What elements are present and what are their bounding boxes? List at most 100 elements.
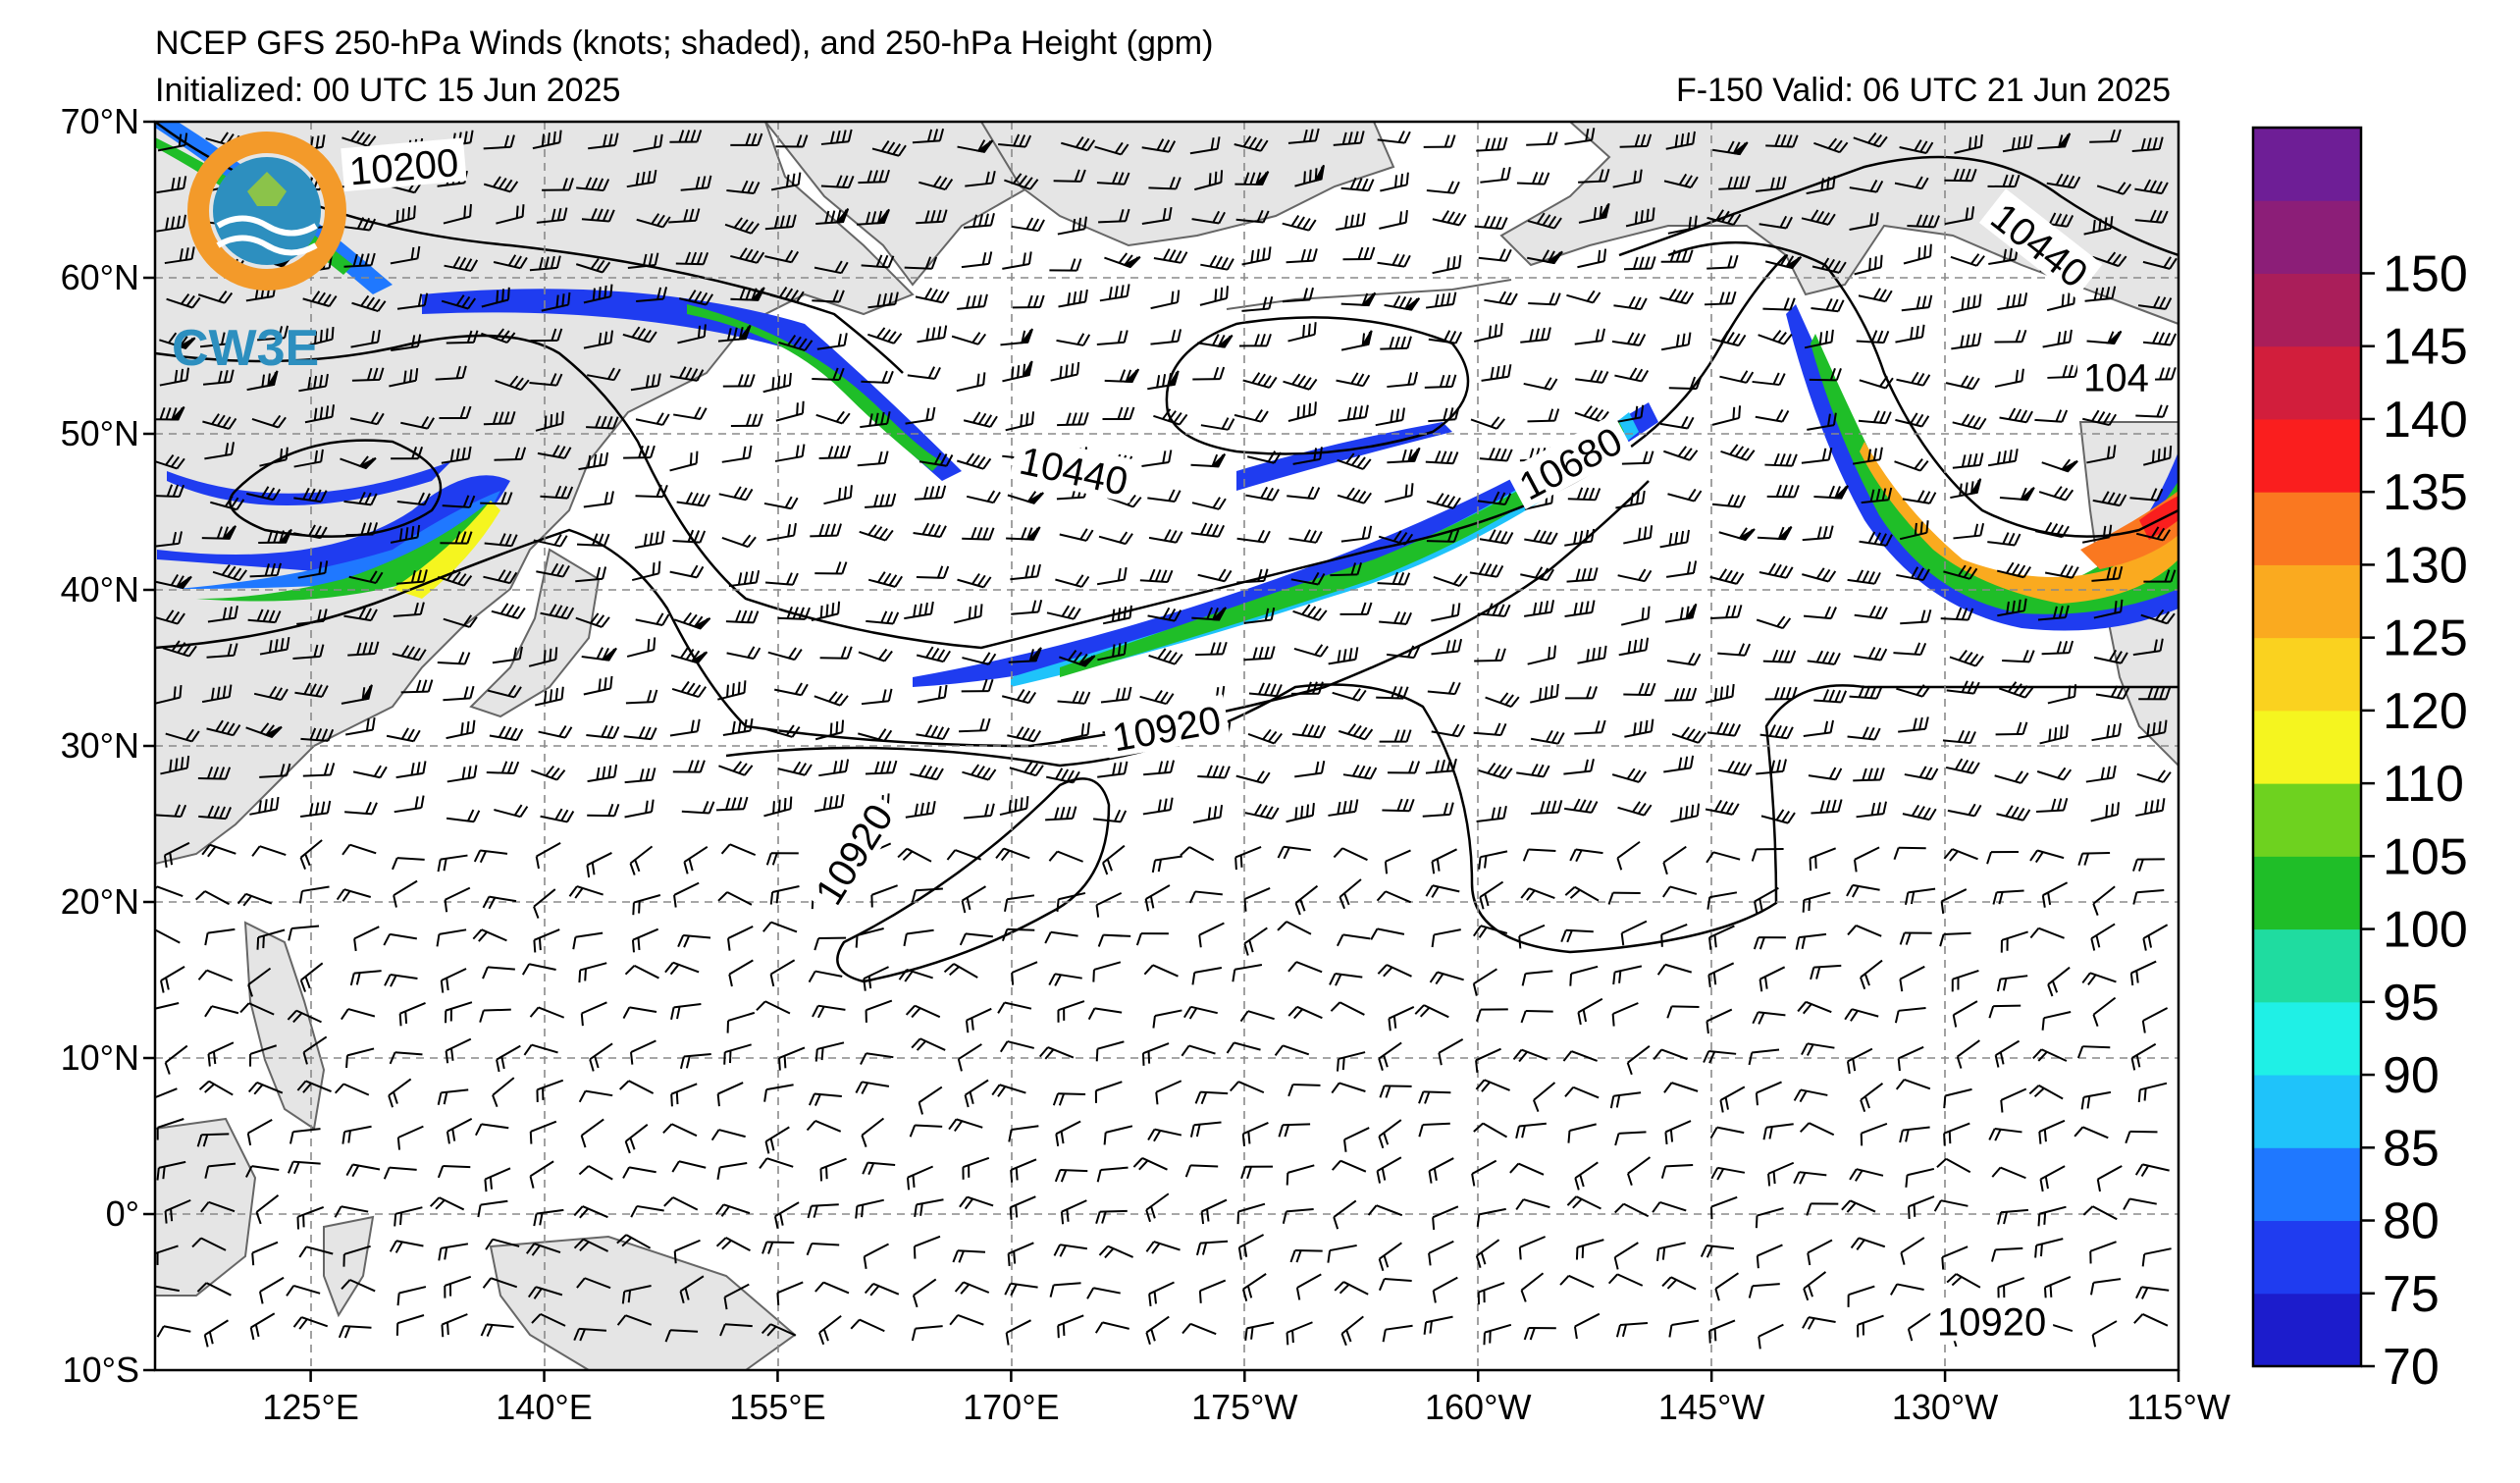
lat-tick-label: 0° xyxy=(106,1193,139,1234)
wind-barb xyxy=(341,843,377,856)
wind-barb xyxy=(1052,1092,1086,1106)
wind-barb xyxy=(390,524,421,544)
wind-barb xyxy=(299,839,323,870)
wind-barb xyxy=(2039,724,2069,745)
wind-barb xyxy=(383,932,417,946)
wind-barb xyxy=(961,251,993,269)
wind-barb xyxy=(1607,1273,1644,1287)
wind-barb xyxy=(943,963,978,979)
wind-barb xyxy=(1748,1283,1780,1298)
wind-barb xyxy=(1295,1273,1322,1300)
wind-barb xyxy=(2090,1278,2122,1296)
wind-barb xyxy=(1286,803,1315,823)
wind-barb xyxy=(2137,295,2173,310)
wind-barb xyxy=(722,374,756,388)
wind-barb xyxy=(1148,529,1183,544)
wind-barb xyxy=(1943,848,1978,862)
wind-barb xyxy=(302,1035,328,1065)
cw3e-logo: CW3E xyxy=(172,132,346,377)
wind-barb xyxy=(442,495,476,508)
sulawesi xyxy=(323,1215,375,1318)
wind-barb xyxy=(576,177,610,192)
wind-barb xyxy=(446,765,478,783)
wind-barb xyxy=(818,759,850,777)
wind-barb xyxy=(392,857,425,871)
wind-barb xyxy=(1613,295,1648,311)
wind-barb xyxy=(2084,286,2117,302)
wind-barb xyxy=(1001,689,1037,705)
wind-barb xyxy=(1010,1158,1037,1183)
wind-barb xyxy=(1663,755,1695,773)
wind-barb xyxy=(541,291,571,312)
wind-barb xyxy=(2074,1126,2109,1139)
wind-barb xyxy=(345,1047,375,1069)
wind-barb xyxy=(1095,1209,1128,1224)
wind-barb xyxy=(673,406,708,420)
wind-barb xyxy=(1012,294,1045,309)
wind-barb xyxy=(296,1206,325,1230)
wind-barb xyxy=(298,1245,334,1258)
wind-barb xyxy=(1577,248,1607,269)
wind-barb xyxy=(1899,139,1934,154)
wind-barb xyxy=(482,1277,518,1289)
wind-barb xyxy=(1194,170,1224,191)
wind-barb xyxy=(762,372,792,394)
wind-barb xyxy=(1700,1245,1735,1258)
wind-barb xyxy=(395,1314,425,1336)
wind-barb xyxy=(341,1008,376,1021)
wind-barb xyxy=(999,796,1029,817)
wind-barb xyxy=(1479,880,1504,910)
wind-barb xyxy=(1147,489,1181,503)
wind-barb xyxy=(1509,1162,1545,1176)
lon-tick-label: 130°W xyxy=(1892,1387,1998,1427)
wind-barb xyxy=(1148,1281,1175,1306)
wind-barb xyxy=(1094,141,1129,156)
wind-barb xyxy=(952,1249,986,1263)
wind-barb xyxy=(1143,760,1176,776)
wind-barb xyxy=(1336,212,1366,231)
wind-barb xyxy=(1753,936,1786,950)
wind-barb xyxy=(1933,1199,1969,1212)
colorbar-tick-label: 110 xyxy=(2383,756,2464,813)
wind-barb xyxy=(1379,729,1412,743)
wind-barb xyxy=(954,1281,990,1295)
wind-barb xyxy=(1942,729,1976,745)
wind-barb xyxy=(400,679,434,694)
wind-barb xyxy=(1797,1000,1832,1015)
wind-barb xyxy=(1096,171,1130,185)
wind-barb xyxy=(918,684,948,704)
wind-barb xyxy=(1060,1199,1087,1225)
wind-barb xyxy=(726,926,754,951)
wind-barb xyxy=(1994,368,2024,388)
wind-barb xyxy=(1414,1004,1449,1019)
wind-barb xyxy=(998,133,1032,148)
wind-barb xyxy=(245,1165,280,1178)
wind-barb xyxy=(1987,449,2019,467)
wind-barb xyxy=(1098,208,1130,224)
wind-barb xyxy=(865,999,893,1023)
wind-barb xyxy=(965,1007,992,1033)
wind-barb xyxy=(575,566,607,583)
wind-barb xyxy=(1530,800,1563,816)
wind-barb xyxy=(300,727,335,742)
wind-barb xyxy=(1573,1312,1601,1340)
wind-barb xyxy=(913,1235,941,1259)
wind-barb xyxy=(483,569,518,585)
wind-barb xyxy=(815,207,850,225)
wind-barb xyxy=(159,367,189,387)
wind-barb xyxy=(914,1198,944,1218)
wind-barb xyxy=(1850,1237,1886,1250)
wind-barb xyxy=(1382,1324,1413,1343)
wind-barb xyxy=(1995,721,2028,736)
colorbar-segment xyxy=(2253,200,2361,274)
wind-barb xyxy=(1038,1046,1075,1060)
wind-barb xyxy=(858,648,893,662)
wind-barb xyxy=(1708,1319,1736,1344)
wind-barb xyxy=(1996,975,2028,992)
wind-barb xyxy=(717,680,747,701)
wind-barb xyxy=(635,412,670,426)
wind-barb xyxy=(1623,682,1656,697)
wind-barb xyxy=(1512,1048,1549,1063)
wind-barb xyxy=(246,1118,273,1146)
